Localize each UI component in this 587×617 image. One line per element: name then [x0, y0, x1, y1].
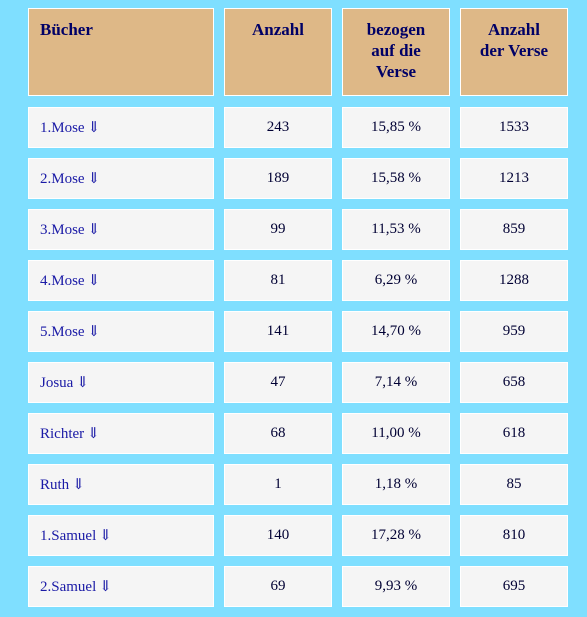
book-cell: 3.Mose ⇓ — [28, 209, 214, 250]
header-verses-line: Anzahl — [488, 20, 540, 39]
table-header-row: Bücher Anzahl bezogen auf die Verse Anza… — [28, 8, 568, 96]
book-link[interactable]: Ruth ⇓ — [40, 475, 85, 494]
table-row: 1.Samuel ⇓ 140 17,28 % 810 — [28, 515, 568, 556]
verses-cell: 618 — [460, 413, 568, 454]
header-percent-line: bezogen — [366, 20, 426, 39]
count-cell: 81 — [224, 260, 332, 301]
count-cell: 47 — [224, 362, 332, 403]
book-link[interactable]: 5.Mose ⇓ — [40, 322, 100, 341]
header-books: Bücher — [28, 8, 214, 96]
count-cell: 243 — [224, 107, 332, 148]
book-cell: Richter ⇓ — [28, 413, 214, 454]
table-row: 2.Samuel ⇓ 69 9,93 % 695 — [28, 566, 568, 607]
arrow-down-icon: ⇓ — [99, 528, 112, 544]
table-row: 4.Mose ⇓ 81 6,29 % 1288 — [28, 260, 568, 301]
percent-cell: 9,93 % — [342, 566, 450, 607]
book-statistics-table: Bücher Anzahl bezogen auf die Verse Anza… — [28, 8, 568, 617]
verses-cell: 810 — [460, 515, 568, 556]
arrow-down-icon: ⇓ — [87, 120, 101, 136]
book-name: 5.Mose — [40, 324, 85, 340]
verses-cell: 1213 — [460, 158, 568, 199]
book-cell: 5.Mose ⇓ — [28, 311, 214, 352]
verses-cell: 1533 — [460, 107, 568, 148]
book-link[interactable]: 2.Samuel ⇓ — [40, 577, 112, 596]
book-cell: 2.Samuel ⇓ — [28, 566, 214, 607]
percent-cell: 11,00 % — [342, 413, 450, 454]
percent-cell: 14,70 % — [342, 311, 450, 352]
book-cell: 1.Samuel ⇓ — [28, 515, 214, 556]
table-row: Josua ⇓ 47 7,14 % 658 — [28, 362, 568, 403]
count-cell: 1 — [224, 464, 332, 505]
header-count: Anzahl — [224, 8, 332, 96]
verses-cell: 85 — [460, 464, 568, 505]
book-cell: 1.Mose ⇓ — [28, 107, 214, 148]
arrow-down-icon: ⇓ — [87, 426, 100, 442]
count-cell: 68 — [224, 413, 332, 454]
book-cell: 2.Mose ⇓ — [28, 158, 214, 199]
table-row: 2.Mose ⇓ 189 15,58 % 1213 — [28, 158, 568, 199]
percent-cell: 17,28 % — [342, 515, 450, 556]
header-verses-line: der Verse — [479, 41, 549, 60]
verses-cell: 959 — [460, 311, 568, 352]
arrow-down-icon: ⇓ — [76, 375, 89, 391]
book-link[interactable]: Josua ⇓ — [40, 373, 89, 392]
table-row: 1.Mose ⇓ 243 15,85 % 1533 — [28, 107, 568, 148]
header-count-label: Anzahl — [252, 20, 304, 39]
book-link[interactable]: 4.Mose ⇓ — [40, 271, 100, 290]
book-name: 4.Mose — [40, 273, 85, 289]
arrow-down-icon: ⇓ — [87, 273, 101, 289]
book-name: 1.Mose — [40, 120, 85, 136]
header-verses: Anzahl der Verse — [460, 8, 568, 96]
verses-cell: 1288 — [460, 260, 568, 301]
book-name: 2.Samuel — [40, 579, 97, 595]
book-link[interactable]: 1.Samuel ⇓ — [40, 526, 112, 545]
count-cell: 140 — [224, 515, 332, 556]
arrow-down-icon: ⇓ — [99, 579, 112, 595]
count-cell: 189 — [224, 158, 332, 199]
table-body: 1.Mose ⇓ 243 15,85 % 1533 2.Mose ⇓ 189 15,58 % 12… — [28, 107, 568, 607]
count-cell: 69 — [224, 566, 332, 607]
percent-cell: 15,58 % — [342, 158, 450, 199]
percent-cell: 6,29 % — [342, 260, 450, 301]
arrow-down-icon: ⇓ — [87, 171, 101, 187]
book-cell: Ruth ⇓ — [28, 464, 214, 505]
header-percent-line: auf die — [371, 41, 421, 60]
verses-cell: 695 — [460, 566, 568, 607]
book-name: 3.Mose — [40, 222, 85, 238]
book-link[interactable]: Richter ⇓ — [40, 424, 100, 443]
book-link[interactable]: 1.Mose ⇓ — [40, 118, 100, 137]
table-row: Ruth ⇓ 1 1,18 % 85 — [28, 464, 568, 505]
percent-cell: 15,85 % — [342, 107, 450, 148]
count-cell: 141 — [224, 311, 332, 352]
book-cell: Josua ⇓ — [28, 362, 214, 403]
book-name: 1.Samuel — [40, 528, 97, 544]
book-link[interactable]: 2.Mose ⇓ — [40, 169, 100, 188]
book-name: 2.Mose — [40, 171, 85, 187]
book-name: Ruth — [40, 477, 70, 493]
count-cell: 99 — [224, 209, 332, 250]
arrow-down-icon: ⇓ — [87, 324, 101, 340]
header-books-label: Bücher — [40, 20, 93, 39]
book-link[interactable]: 3.Mose ⇓ — [40, 220, 100, 239]
table-row: 5.Mose ⇓ 141 14,70 % 959 — [28, 311, 568, 352]
arrow-down-icon: ⇓ — [72, 477, 85, 493]
verses-cell: 859 — [460, 209, 568, 250]
header-percent-line: Verse — [376, 62, 416, 81]
book-cell: 4.Mose ⇓ — [28, 260, 214, 301]
percent-cell: 7,14 % — [342, 362, 450, 403]
verses-cell: 658 — [460, 362, 568, 403]
percent-cell: 1,18 % — [342, 464, 450, 505]
book-name: Richter — [40, 426, 85, 442]
table-row: 3.Mose ⇓ 99 11,53 % 859 — [28, 209, 568, 250]
percent-cell: 11,53 % — [342, 209, 450, 250]
arrow-down-icon: ⇓ — [87, 222, 101, 238]
book-name: Josua — [40, 375, 74, 391]
table-row: Richter ⇓ 68 11,00 % 618 — [28, 413, 568, 454]
header-percent: bezogen auf die Verse — [342, 8, 450, 96]
